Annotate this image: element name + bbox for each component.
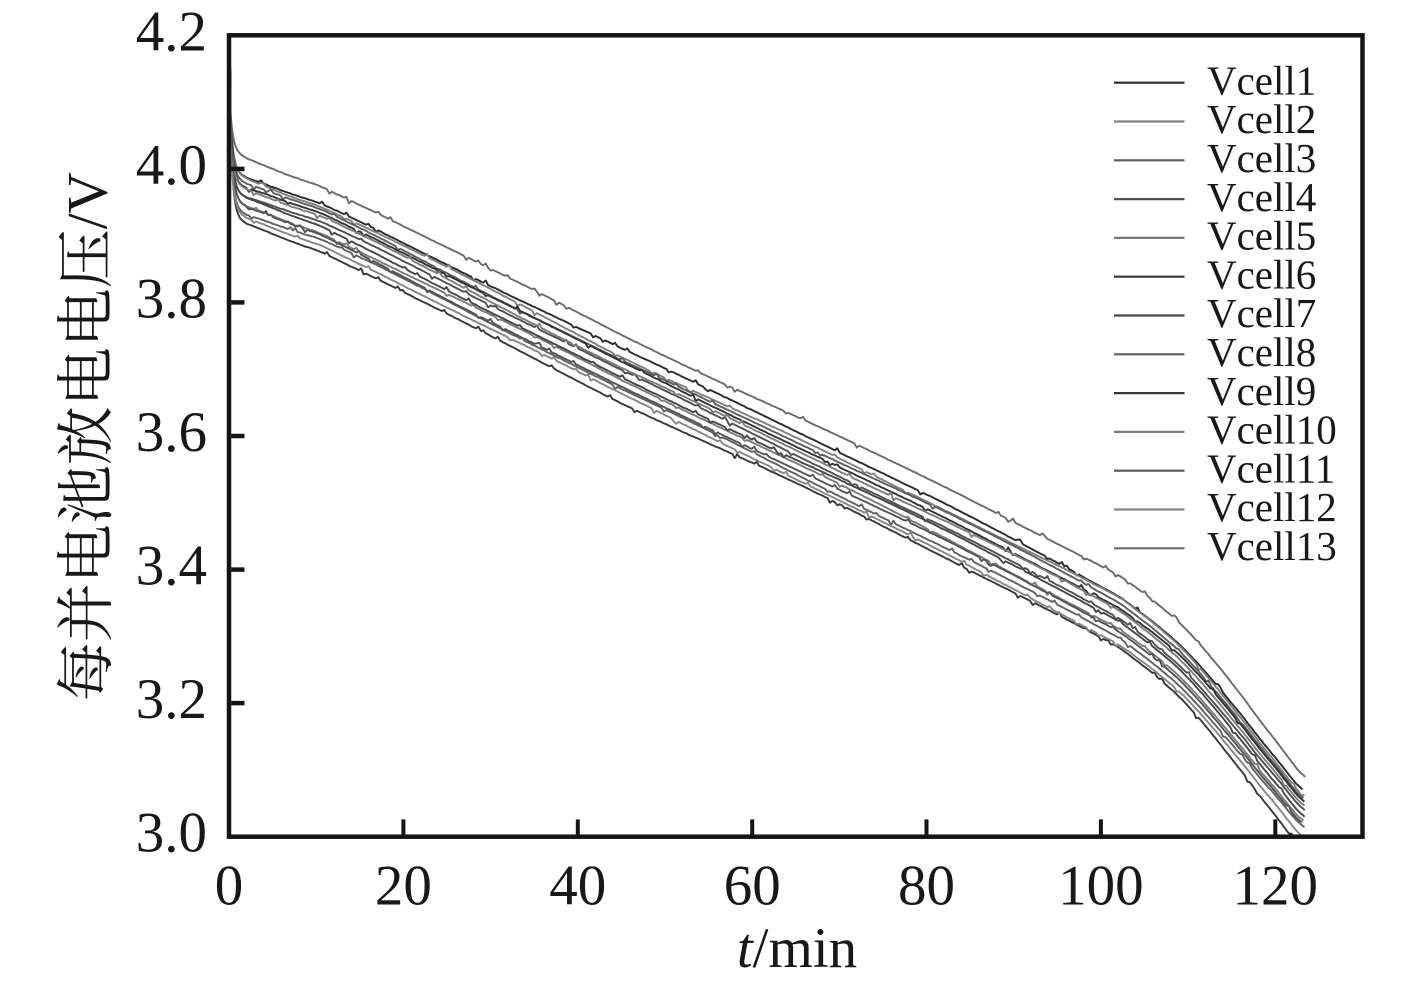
svg-text:0: 0	[215, 855, 244, 918]
svg-text:Vcell5: Vcell5	[1207, 213, 1316, 259]
svg-text:Vcell13: Vcell13	[1207, 523, 1337, 569]
svg-text:3.6: 3.6	[136, 401, 207, 464]
svg-text:60: 60	[724, 855, 781, 918]
svg-text:/V: /V	[57, 172, 120, 229]
svg-text:4.0: 4.0	[136, 134, 207, 197]
svg-text:120: 120	[1233, 855, 1319, 918]
svg-text:Vcell12: Vcell12	[1207, 484, 1337, 530]
svg-text:3.8: 3.8	[136, 267, 207, 330]
svg-text:Vcell7: Vcell7	[1207, 290, 1316, 336]
svg-text:Vcell1: Vcell1	[1207, 57, 1316, 103]
svg-text:3.2: 3.2	[136, 668, 207, 731]
svg-text:Vcell2: Vcell2	[1207, 96, 1316, 142]
svg-text:Vcell3: Vcell3	[1207, 135, 1316, 181]
svg-text:4.2: 4.2	[136, 0, 207, 63]
svg-text:Vcell8: Vcell8	[1207, 329, 1316, 375]
svg-text:Vcell4: Vcell4	[1207, 174, 1316, 220]
svg-text:Vcell6: Vcell6	[1207, 251, 1316, 297]
svg-text:3.0: 3.0	[136, 802, 207, 865]
svg-text:100: 100	[1058, 855, 1144, 918]
svg-text:20: 20	[375, 855, 432, 918]
svg-text:Vcell10: Vcell10	[1207, 407, 1337, 453]
svg-text:t/min: t/min	[737, 917, 857, 980]
svg-text:40: 40	[549, 855, 606, 918]
svg-text:3.4: 3.4	[136, 535, 207, 598]
svg-text:Vcell9: Vcell9	[1207, 368, 1316, 414]
svg-text:Vcell11: Vcell11	[1207, 445, 1335, 491]
svg-text:80: 80	[898, 855, 955, 918]
